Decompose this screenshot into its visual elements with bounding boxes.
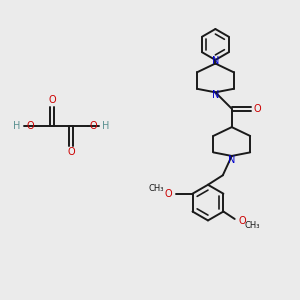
- Text: N: N: [212, 90, 219, 100]
- Text: O: O: [238, 216, 246, 226]
- Text: N: N: [212, 56, 219, 65]
- Text: O: O: [254, 104, 261, 114]
- Text: O: O: [89, 121, 97, 131]
- Text: CH₃: CH₃: [148, 184, 164, 193]
- Text: CH₃: CH₃: [244, 221, 260, 230]
- Text: N: N: [228, 154, 236, 164]
- Text: O: O: [48, 95, 56, 105]
- Text: O: O: [165, 189, 172, 199]
- Text: O: O: [26, 121, 34, 131]
- Text: H: H: [102, 121, 110, 131]
- Text: H: H: [14, 121, 21, 131]
- Text: O: O: [68, 147, 75, 157]
